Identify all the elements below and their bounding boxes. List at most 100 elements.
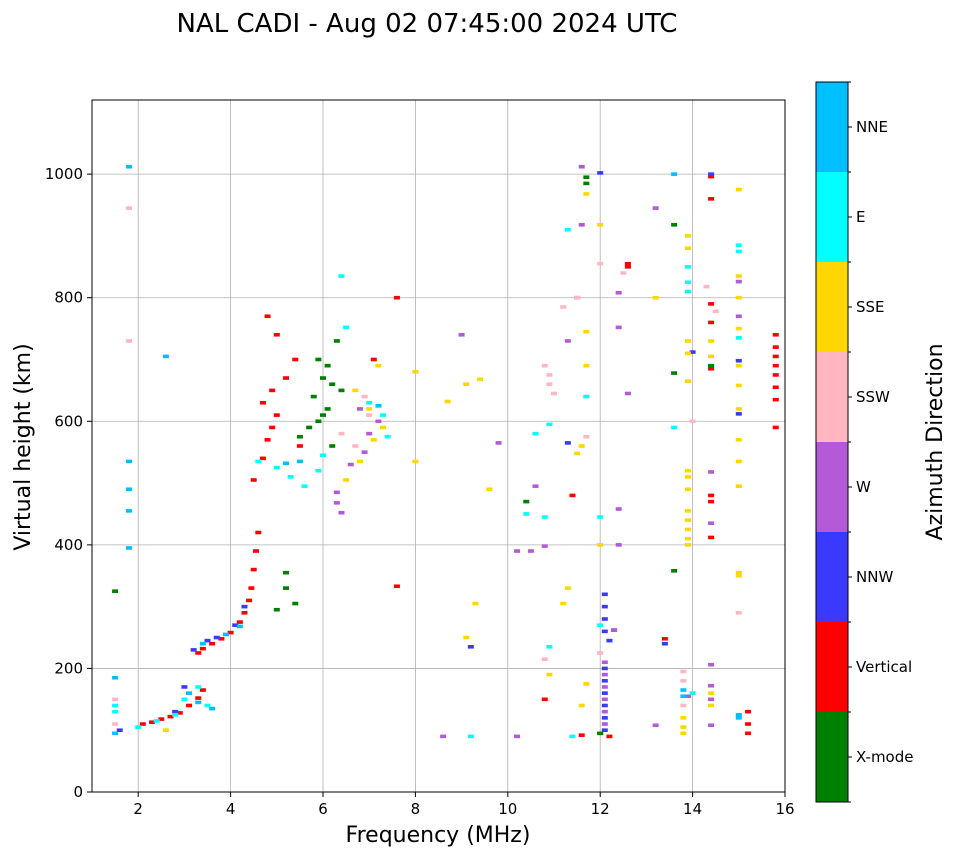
echo-point-e — [467, 734, 474, 739]
echo-point-ssw — [112, 697, 119, 702]
echo-point-ssw — [620, 271, 627, 275]
echo-point-w — [624, 391, 631, 396]
echo-point-ssw — [680, 703, 687, 708]
echo-point-nnw — [689, 350, 696, 354]
echo-point-vertical — [745, 722, 752, 726]
echo-point-nnw — [190, 648, 197, 652]
echo-point-w — [440, 734, 447, 739]
echo-point-w — [338, 510, 345, 515]
echo-point-sse — [735, 573, 742, 578]
echo-point-nnw — [601, 728, 608, 733]
echo-point-sse — [735, 274, 742, 278]
x-tick-label: 2 — [133, 800, 143, 818]
echo-point-w — [684, 694, 691, 699]
echo-point-nne — [199, 641, 206, 646]
echo-point-nnw — [204, 638, 211, 643]
echo-point-sse — [735, 459, 742, 464]
echo-point-x-mode — [315, 419, 322, 424]
y-axis-label: Virtual height (km) — [11, 343, 36, 550]
echo-point-nnw — [601, 716, 608, 720]
echo-point-nne — [112, 731, 119, 736]
echo-point-nnw — [601, 617, 608, 621]
echo-point-nne — [375, 404, 382, 408]
echo-point-w — [541, 544, 548, 548]
echo-point-nne — [680, 688, 687, 692]
echo-point-vertical — [708, 499, 715, 504]
echo-point-e — [301, 484, 308, 488]
echo-point-w — [735, 314, 742, 319]
echo-point-nne — [125, 487, 132, 492]
echo-point-e — [181, 697, 188, 702]
echo-point-sse — [564, 586, 571, 590]
echo-point-sse — [380, 425, 387, 430]
echo-point-nne — [283, 461, 290, 466]
echo-point-sse — [708, 703, 715, 708]
echo-point-w — [578, 164, 585, 169]
echo-point-x-mode — [306, 425, 313, 430]
echo-point-vertical — [624, 265, 631, 269]
echo-point-ssw — [551, 391, 557, 396]
echo-point-e — [735, 336, 742, 340]
echo-point-sse — [735, 363, 742, 368]
echo-point-e — [684, 265, 691, 269]
echo-point-w — [375, 419, 382, 424]
echo-point-w — [333, 501, 340, 505]
echo-point-w — [347, 462, 354, 467]
echo-point-vertical — [578, 733, 585, 737]
echo-point-sse — [735, 407, 742, 411]
echo-point-w — [615, 290, 622, 295]
echo-point-x-mode — [283, 586, 290, 590]
colorbar-label: Azimuth Direction — [923, 343, 948, 540]
echo-point-x-mode — [329, 444, 336, 448]
echo-point-e — [384, 434, 391, 439]
echo-point-nne — [209, 706, 216, 711]
echo-point-sse — [546, 672, 553, 677]
echo-point-e — [153, 719, 160, 723]
echo-point-ssw — [541, 657, 548, 661]
echo-point-x-mode — [273, 607, 280, 612]
x-tick-label: 10 — [498, 800, 517, 818]
echo-point-vertical — [227, 630, 234, 635]
echo-point-ssw — [680, 678, 687, 683]
echo-point-vertical — [393, 295, 400, 300]
echo-point-nne — [195, 700, 202, 705]
colorbar: X-mode Vertical NNW W SSW SSE E NNE — [815, 81, 913, 803]
plot-area — [92, 100, 785, 792]
echo-point-nne — [671, 172, 678, 176]
echo-point-x-mode — [320, 413, 326, 417]
echo-point-ssw — [583, 434, 590, 439]
echo-point-vertical — [541, 697, 548, 702]
echo-point-sse — [684, 339, 691, 343]
echo-point-nne — [222, 632, 229, 637]
echo-point-w — [601, 722, 608, 726]
echo-point-sse — [735, 383, 742, 388]
echo-point-vertical — [661, 636, 668, 641]
echo-point-w — [527, 549, 534, 553]
echo-point-sse — [578, 703, 585, 708]
echo-point-sse — [684, 351, 691, 356]
echo-point-x-mode — [324, 363, 331, 368]
echo-point-sse — [162, 728, 169, 733]
data-points — [112, 164, 779, 739]
echo-point-sse — [735, 570, 742, 575]
echo-point-sse — [583, 363, 590, 368]
echo-point-x-mode — [320, 376, 326, 380]
echo-point-e — [273, 465, 280, 470]
echo-point-sse — [684, 509, 691, 513]
echo-point-e — [195, 685, 202, 689]
echo-point-e — [583, 394, 590, 399]
echo-point-nnw — [213, 635, 220, 640]
echo-point-sse — [583, 329, 590, 334]
echo-point-nne — [735, 712, 742, 717]
echo-point-x-mode — [112, 589, 119, 593]
echo-point-sse — [370, 438, 377, 442]
echo-point-w — [601, 685, 608, 689]
echo-point-sse — [597, 543, 604, 547]
echo-point-e — [735, 249, 742, 254]
echo-point-ssw — [361, 394, 368, 399]
echo-point-w — [564, 339, 571, 343]
echo-point-vertical — [772, 354, 779, 359]
echo-point-w — [615, 543, 622, 547]
echo-point-vertical — [264, 438, 271, 442]
echo-point-w — [458, 332, 465, 337]
